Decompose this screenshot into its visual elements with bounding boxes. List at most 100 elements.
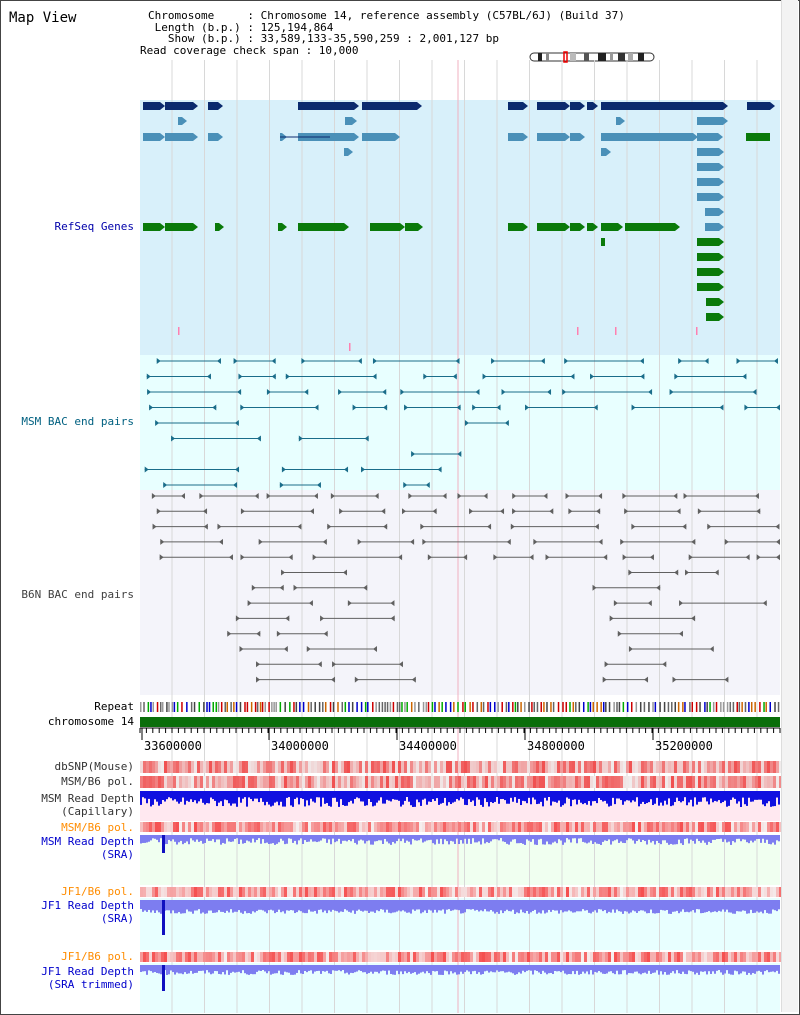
- depth-bar: [182, 900, 184, 914]
- depth-bar: [502, 791, 504, 799]
- depth-bar: [270, 791, 272, 807]
- repeat-mark: [626, 702, 629, 712]
- depth-bar: [422, 791, 424, 800]
- depth-spike: [162, 900, 165, 935]
- heat-cell: [569, 822, 572, 832]
- heat-cell: [482, 761, 485, 773]
- heat-cell: [500, 952, 503, 962]
- heat-cell: [347, 761, 350, 773]
- heat-cell: [440, 952, 443, 962]
- repeat-mark: [482, 702, 485, 712]
- bac-end-icon: [649, 554, 654, 561]
- depth-bar: [600, 835, 602, 845]
- jf1-b6-pol-label[interactable]: JF1/B6 pol.: [61, 885, 134, 898]
- heat-cell: [668, 822, 671, 832]
- jf1-read-depth-trimmed-label[interactable]: JF1 Read Depth (SRA trimmed): [41, 965, 134, 991]
- heat-cell: [362, 952, 365, 962]
- heat-cell: [296, 887, 299, 897]
- heat-cell: [752, 952, 755, 962]
- depth-bar: [590, 900, 592, 914]
- jf1-b6-pol-trimmed-label[interactable]: JF1/B6 pol.: [61, 950, 134, 963]
- depth-bar: [612, 900, 614, 910]
- repeat-mark: [667, 702, 670, 712]
- vertical-scrollbar[interactable]: [781, 0, 798, 1012]
- depth-bar: [412, 965, 414, 973]
- gene-arrow-icon: [675, 223, 680, 231]
- depth-bar: [182, 835, 184, 845]
- depth-bar: [468, 900, 470, 910]
- depth-bar: [616, 900, 618, 910]
- depth-bar: [202, 900, 204, 913]
- heat-cell: [476, 952, 479, 962]
- refseq-track-label[interactable]: RefSeq Genes: [54, 220, 134, 233]
- depth-bar: [752, 900, 754, 914]
- bac-end-icon: [543, 493, 548, 499]
- repeat-mark: [386, 702, 389, 712]
- heat-cell: [731, 761, 734, 773]
- heat-cell: [287, 952, 290, 962]
- bac-end-icon: [672, 676, 677, 683]
- msm-read-depth-sra-label[interactable]: MSM Read Depth (SRA): [41, 835, 134, 861]
- heat-cell: [350, 887, 353, 897]
- depth-bar: [364, 791, 366, 806]
- heat-cell: [569, 761, 572, 773]
- heat-cell: [722, 952, 725, 962]
- heat-cell: [269, 822, 272, 832]
- msm-b6-pol-label[interactable]: MSM/B6 pol.: [61, 775, 134, 788]
- heat-cell: [692, 887, 695, 897]
- bac-end-icon: [171, 435, 176, 442]
- depth-bar: [622, 791, 624, 805]
- depth-bar: [194, 835, 196, 842]
- depth-bar: [534, 835, 536, 845]
- repeat-mark: [494, 702, 496, 712]
- depth-bar: [640, 900, 642, 911]
- depth-bar: [636, 900, 638, 913]
- heat-cell: [758, 761, 761, 773]
- depth-bar: [426, 900, 428, 914]
- heat-cell: [179, 887, 182, 897]
- depth-bar: [518, 835, 520, 844]
- msm-bac-track-label[interactable]: MSM BAC end pairs: [21, 415, 134, 428]
- bac-end-icon: [598, 493, 603, 499]
- jf1-read-depth-sra-label[interactable]: JF1 Read Depth (SRA): [41, 899, 134, 925]
- repeat-mark: [152, 702, 155, 712]
- gene-arrow-icon: [606, 148, 611, 156]
- depth-bar: [456, 965, 458, 975]
- depth-bar: [674, 965, 676, 974]
- depth-bar: [688, 835, 690, 844]
- depth-bar: [556, 791, 558, 803]
- repeat-mark: [217, 702, 220, 712]
- depth-bar: [146, 791, 148, 804]
- gene-block: [508, 102, 523, 110]
- depth-bar: [732, 791, 734, 798]
- depth-bar: [276, 965, 278, 974]
- depth-bar: [340, 791, 342, 800]
- heat-cell: [422, 776, 425, 788]
- depth-bar: [474, 835, 476, 843]
- heat-cell: [389, 776, 392, 788]
- depth-bar: [576, 965, 578, 971]
- chromosome-ideogram[interactable]: [528, 51, 656, 63]
- heat-cell: [542, 952, 545, 962]
- heat-cell: [293, 822, 296, 832]
- heat-cell: [197, 822, 200, 832]
- depth-bar: [658, 835, 660, 844]
- bac-end-icon: [483, 493, 488, 499]
- depth-bar: [300, 791, 302, 799]
- msm-b6-pol-sra-label[interactable]: MSM/B6 pol.: [61, 821, 134, 834]
- gene-block: [370, 223, 400, 231]
- depth-bar: [716, 965, 718, 971]
- depth-bar: [594, 835, 596, 843]
- heat-cell: [341, 822, 344, 832]
- msm-read-depth-capillary-label[interactable]: MSM Read Depth (Capillary): [41, 792, 134, 818]
- heat-cell: [647, 822, 650, 832]
- chromosome-track-label[interactable]: chromosome 14: [47, 715, 134, 728]
- heat-cell: [404, 776, 407, 788]
- depth-bar: [186, 835, 188, 842]
- dbsnp-track-label[interactable]: dbSNP(Mouse): [54, 760, 134, 773]
- repeat-track-label[interactable]: Repeat: [94, 700, 134, 713]
- b6n-bac-track-label[interactable]: B6N BAC end pairs: [21, 588, 134, 601]
- heat-cell: [218, 952, 221, 962]
- depth-bar: [190, 900, 192, 912]
